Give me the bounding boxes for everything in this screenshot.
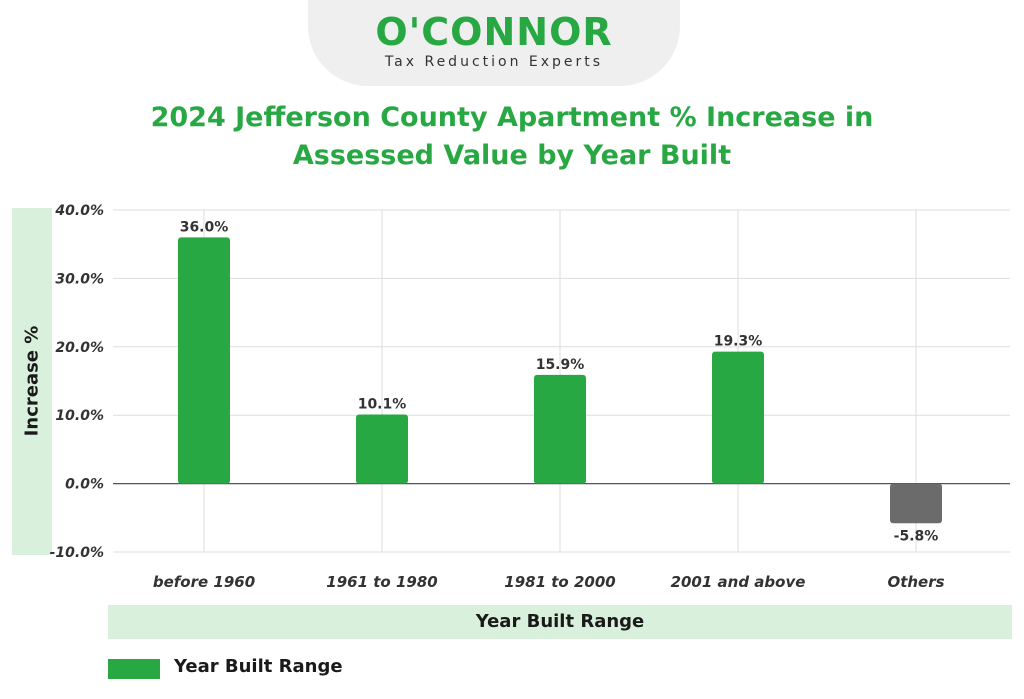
y-tick-label: 20.0% <box>55 340 104 356</box>
legend-swatch <box>108 659 160 679</box>
bar <box>712 351 764 484</box>
bar <box>890 483 942 524</box>
legend-label: Year Built Range <box>174 656 343 677</box>
y-tick-label: 10.0% <box>55 408 104 424</box>
data-label: 36.0% <box>180 219 229 235</box>
x-axis-label: Year Built Range <box>475 611 645 632</box>
y-tick-label: 40.0% <box>54 203 104 219</box>
bar <box>178 237 230 484</box>
logo: O'CONNOR <box>375 10 613 54</box>
x-tick-label: Others <box>887 573 944 591</box>
data-label: 15.9% <box>536 357 585 373</box>
logo-banner: O'CONNOR Tax Reduction Experts <box>308 0 680 86</box>
data-label: -5.8% <box>894 528 939 544</box>
y-axis-label-band <box>12 208 52 555</box>
data-label: 10.1% <box>358 397 407 413</box>
x-tick-label: before 1960 <box>153 573 255 591</box>
x-tick-label: 2001 and above <box>671 573 806 591</box>
logo-tagline: Tax Reduction Experts <box>384 54 604 70</box>
x-axis-label-band: Year Built Range <box>108 605 1012 639</box>
y-tick-label: -10.0% <box>50 545 104 561</box>
y-tick-label: 0.0% <box>65 477 104 493</box>
y-tick-label: 30.0% <box>55 271 104 287</box>
bar <box>534 374 586 484</box>
x-tick-label: 1981 to 2000 <box>504 573 615 591</box>
data-label: 19.3% <box>714 334 763 350</box>
chart-title: 2024 Jefferson County Apartment % Increa… <box>150 102 874 171</box>
bar <box>356 414 408 484</box>
x-tick-label: 1961 to 1980 <box>326 573 437 591</box>
